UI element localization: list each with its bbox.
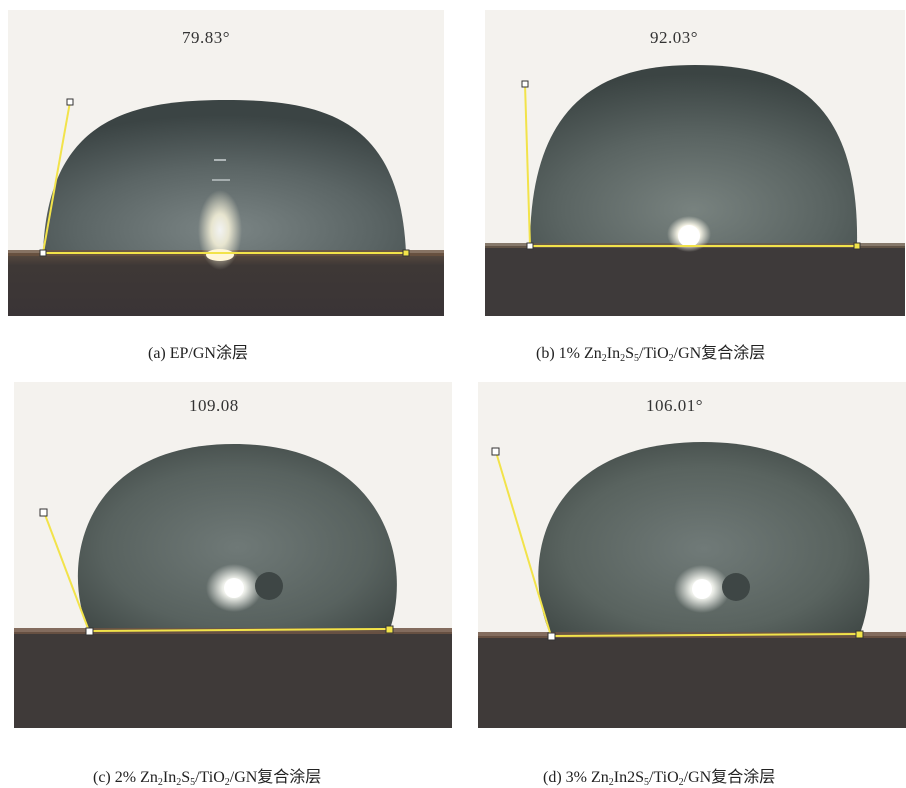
caption-subscript: 2 (157, 777, 163, 788)
contact-angle-value: 109.08 (189, 396, 239, 415)
caption-subscript: 2 (620, 353, 626, 364)
caption-text: /TiO (649, 769, 679, 786)
caption-text: S (181, 769, 191, 786)
handle (39, 508, 48, 517)
handle (66, 98, 74, 106)
caption-subscript: 5 (634, 353, 639, 364)
contact-angle-value: 106.01° (646, 396, 704, 415)
caption-subscript: 2 (608, 777, 614, 788)
caption-text: /TiO (195, 769, 225, 786)
caption-d: (d) 3% Zn2In2S5/TiO2/GN复合涂层 (543, 763, 775, 788)
handle (853, 242, 861, 250)
tangent-line (495, 451, 552, 637)
caption-c: (c) 2% Zn2In2S5/TiO2/GN复合涂层 (93, 763, 321, 788)
handle (855, 630, 864, 639)
handle (491, 447, 500, 456)
baseline (88, 628, 390, 632)
droplet (77, 444, 397, 632)
droplet-photo-b: 92.03° (485, 10, 905, 316)
droplet (538, 442, 870, 636)
substrate (485, 246, 905, 316)
caption-subscript: 2 (176, 777, 182, 788)
handle (521, 80, 529, 88)
caption-text: S (625, 345, 634, 362)
handle (526, 242, 534, 250)
caption-text: In (162, 769, 177, 786)
baseline (550, 633, 860, 637)
droplet-photo-a: 79.83° (8, 10, 444, 316)
handle (85, 627, 94, 636)
caption-a: (a) EP/GN涂层 (148, 339, 248, 363)
caption-text: (b) 1% Zn (536, 345, 602, 362)
caption-subscript: 2 (678, 777, 684, 788)
caption-text: /GN复合涂层 (683, 769, 776, 786)
contact-angle-value: 79.83° (182, 28, 231, 47)
substrate (14, 632, 452, 728)
tangent-line (43, 511, 90, 632)
caption-subscript: 2 (668, 353, 674, 364)
caption-text: In (606, 345, 621, 362)
handle (385, 625, 394, 634)
caption-text: /GN复合涂层 (673, 345, 766, 362)
caption-text: (c) 2% Zn (93, 769, 158, 786)
substrate (478, 636, 906, 728)
caption-text: /GN复合涂层 (229, 769, 322, 786)
caption-subscript: 2 (224, 777, 230, 788)
caption-b: (b) 1% Zn2In2S5/TiO2/GN复合涂层 (536, 339, 765, 364)
caption-text: (d) 3% Zn (543, 769, 609, 786)
droplet (530, 65, 858, 246)
caption-subscript: 2 (601, 353, 607, 364)
tangent-line (42, 101, 71, 254)
caption-text: (a) EP/GN涂层 (148, 345, 248, 362)
caption-subscript: 5 (190, 777, 196, 788)
contact-angle-value: 92.03° (650, 28, 699, 47)
tangent-line (524, 83, 531, 247)
droplet (43, 100, 406, 253)
caption-text: In2S (613, 769, 644, 786)
handle (402, 249, 410, 257)
handle (39, 249, 47, 257)
caption-text: /TiO (639, 345, 669, 362)
droplet-photo-c: 109.08 (14, 382, 452, 728)
handle (547, 632, 556, 641)
caption-subscript: 5 (644, 777, 649, 788)
droplet-photo-d: 106.01° (478, 382, 906, 728)
